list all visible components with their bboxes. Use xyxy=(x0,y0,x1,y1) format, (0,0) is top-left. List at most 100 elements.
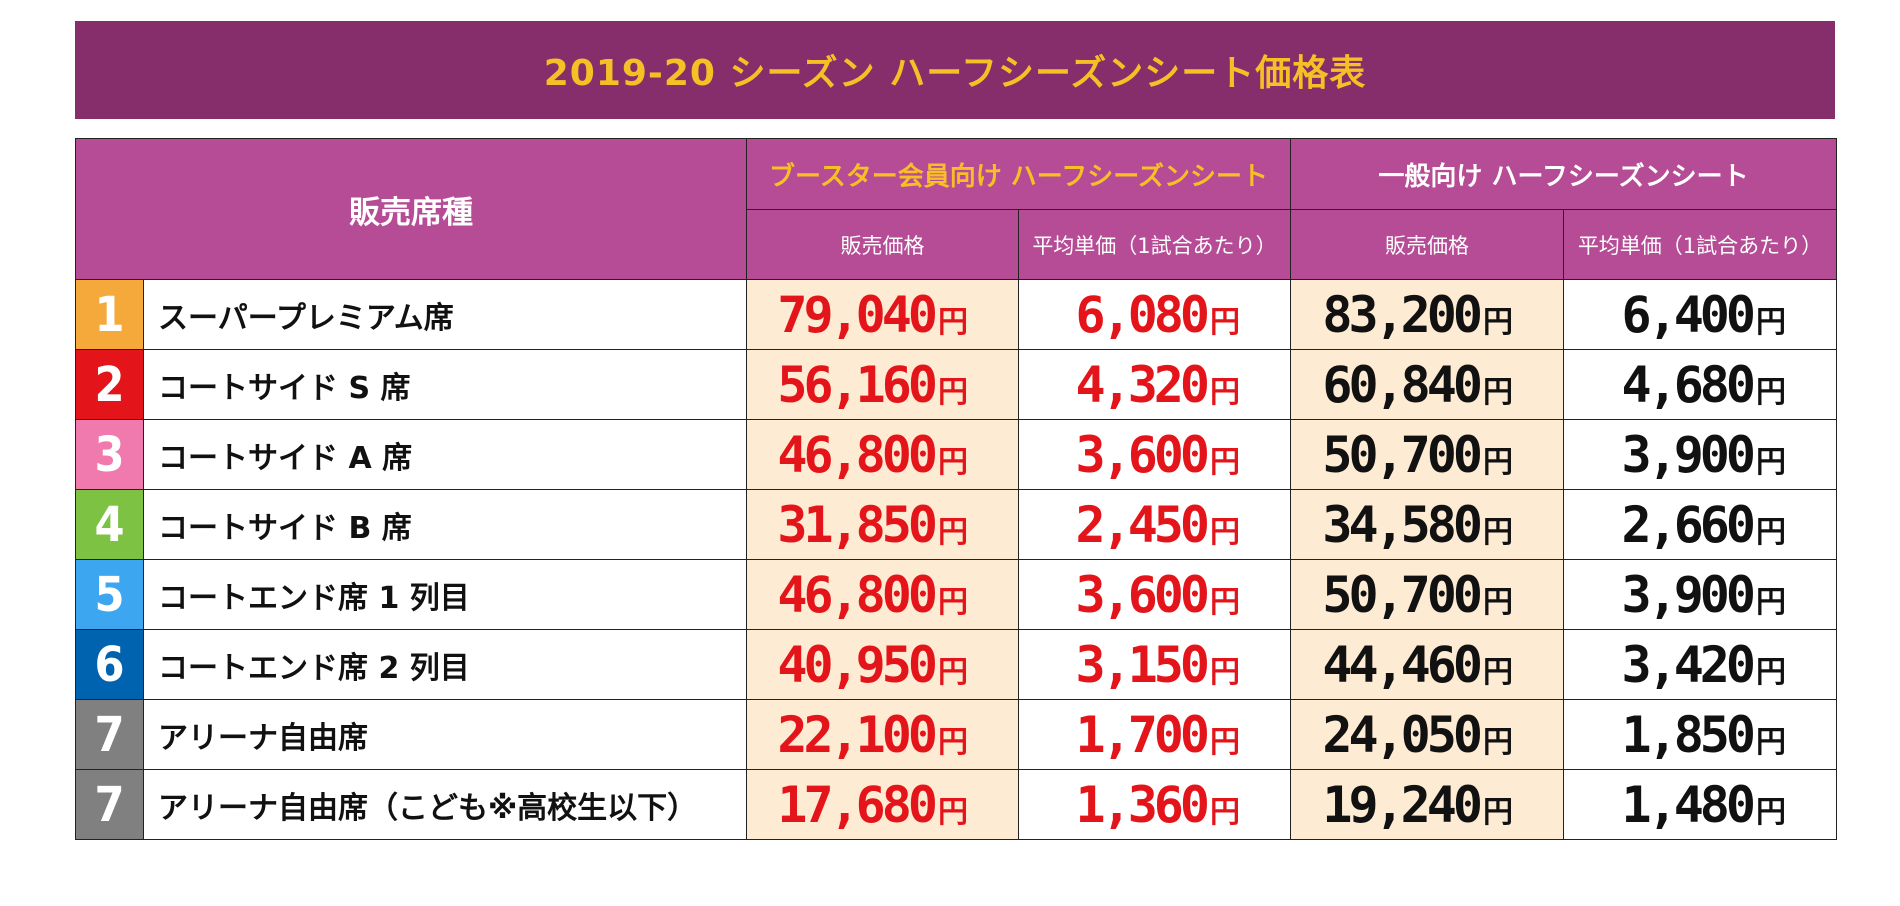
yen-unit: 円 xyxy=(1210,584,1240,620)
yen-unit: 円 xyxy=(1210,444,1240,480)
general-price-cell: 50,700 円 xyxy=(1290,419,1564,490)
header-booster-avg: 平均単価（1試合あたり） xyxy=(1018,209,1291,280)
general-price-cell: 83,200 円 xyxy=(1290,279,1564,350)
price-value: 4,320 xyxy=(1075,355,1210,414)
seat-name: コートサイド A 席 xyxy=(143,419,747,490)
yen-unit: 円 xyxy=(1756,444,1787,480)
price-value: 6,400 xyxy=(1621,285,1757,344)
price-value: 83,200 xyxy=(1322,285,1483,344)
table-row: 1 スーパープレミアム席 79,040 円 6,080 円 83,200 円 6,400 円 xyxy=(75,279,1838,350)
seat-name: コートエンド席 2 列目 xyxy=(143,629,747,700)
seat-number-badge: 2 xyxy=(75,349,144,420)
price-value: 40,950 xyxy=(777,635,938,694)
yen-unit: 円 xyxy=(1210,724,1240,760)
table-row: 6 コートエンド席 2 列目 40,950 円 3,150 円 44,460 円 3,420 円 xyxy=(75,629,1838,700)
price-value: 3,600 xyxy=(1075,565,1210,624)
general-avg-cell: 2,660 円 xyxy=(1562,489,1838,560)
booster-avg-cell: 3,150 円 xyxy=(1018,629,1291,700)
general-price-cell: 24,050 円 xyxy=(1290,699,1564,770)
header-booster-price: 販売価格 xyxy=(746,209,1019,280)
title-banner: 2019-20 シーズン ハーフシーズンシート価格表 xyxy=(75,21,1835,119)
yen-unit: 円 xyxy=(938,304,968,340)
general-price-cell: 34,580 円 xyxy=(1290,489,1564,560)
yen-unit: 円 xyxy=(1756,794,1787,830)
seat-number-badge: 1 xyxy=(75,279,144,350)
general-avg-cell: 3,420 円 xyxy=(1562,629,1838,700)
price-value: 1,850 xyxy=(1621,705,1757,764)
yen-unit: 円 xyxy=(1210,304,1240,340)
yen-unit: 円 xyxy=(938,794,968,830)
yen-unit: 円 xyxy=(1756,654,1787,690)
price-value: 1,700 xyxy=(1075,705,1210,764)
price-value: 1,360 xyxy=(1075,775,1210,834)
table-row: 7 アリーナ自由席 22,100 円 1,700 円 24,050 円 1,850 円 xyxy=(75,699,1838,770)
table-row: 3 コートサイド A 席 46,800 円 3,600 円 50,700 円 3,900 円 xyxy=(75,419,1838,490)
yen-unit: 円 xyxy=(938,584,968,620)
price-value: 2,450 xyxy=(1075,495,1210,554)
yen-unit: 円 xyxy=(938,444,968,480)
yen-unit: 円 xyxy=(1756,304,1787,340)
price-value: 3,900 xyxy=(1621,425,1757,484)
booster-price-cell: 22,100 円 xyxy=(746,699,1019,770)
booster-price-cell: 17,680 円 xyxy=(746,769,1019,840)
price-value: 34,580 xyxy=(1322,495,1483,554)
seat-name: コートサイド B 席 xyxy=(143,489,747,560)
header-general-group: 一般向け ハーフシーズンシート xyxy=(1289,138,1838,210)
table-row: 7 アリーナ自由席（こども※高校生以下） 17,680 円 1,360 円 19,240 円 1… xyxy=(75,769,1838,840)
yen-unit: 円 xyxy=(1483,374,1513,410)
booster-avg-cell: 1,360 円 xyxy=(1018,769,1291,840)
seat-name: コートエンド席 1 列目 xyxy=(143,559,747,630)
header-general-avg: 平均単価（1試合あたり） xyxy=(1562,209,1838,280)
seat-number-badge: 4 xyxy=(75,489,144,560)
header-seat-type: 販売席種 xyxy=(75,138,747,280)
seat-name: スーパープレミアム席 xyxy=(143,279,747,350)
booster-price-cell: 46,800 円 xyxy=(746,419,1019,490)
price-value: 1,480 xyxy=(1621,775,1757,834)
seat-number-badge: 7 xyxy=(75,769,144,840)
seat-name: アリーナ自由席（こども※高校生以下） xyxy=(143,769,747,840)
general-avg-cell: 3,900 円 xyxy=(1562,419,1838,490)
yen-unit: 円 xyxy=(1483,444,1513,480)
general-price-cell: 19,240 円 xyxy=(1290,769,1564,840)
seat-name: コートサイド S 席 xyxy=(143,349,747,420)
seat-number-badge: 6 xyxy=(75,629,144,700)
yen-unit: 円 xyxy=(938,374,968,410)
yen-unit: 円 xyxy=(1210,794,1240,830)
price-value: 44,460 xyxy=(1322,635,1483,694)
general-avg-cell: 3,900 円 xyxy=(1562,559,1838,630)
yen-unit: 円 xyxy=(1210,654,1240,690)
seat-number-badge: 3 xyxy=(75,419,144,490)
booster-avg-cell: 4,320 円 xyxy=(1018,349,1291,420)
price-value: 6,080 xyxy=(1075,285,1210,344)
yen-unit: 円 xyxy=(938,654,968,690)
yen-unit: 円 xyxy=(1483,794,1513,830)
price-value: 3,420 xyxy=(1621,635,1757,694)
price-value: 56,160 xyxy=(777,355,938,414)
yen-unit: 円 xyxy=(1483,724,1513,760)
general-price-cell: 60,840 円 xyxy=(1290,349,1564,420)
booster-avg-cell: 3,600 円 xyxy=(1018,419,1291,490)
booster-price-cell: 31,850 円 xyxy=(746,489,1019,560)
table-row: 5 コートエンド席 1 列目 46,800 円 3,600 円 50,700 円 3,900 円 xyxy=(75,559,1838,630)
seat-number-badge: 7 xyxy=(75,699,144,770)
general-avg-cell: 6,400 円 xyxy=(1562,279,1838,350)
price-value: 3,900 xyxy=(1621,565,1757,624)
booster-price-cell: 46,800 円 xyxy=(746,559,1019,630)
yen-unit: 円 xyxy=(1483,304,1513,340)
price-value: 46,800 xyxy=(777,425,938,484)
price-table: 販売席種 ブースター会員向け ハーフシーズンシート 一般向け ハーフシーズンシー… xyxy=(75,138,1838,840)
header-general-price: 販売価格 xyxy=(1290,209,1564,280)
yen-unit: 円 xyxy=(1210,374,1240,410)
yen-unit: 円 xyxy=(1483,584,1513,620)
price-value: 60,840 xyxy=(1322,355,1483,414)
yen-unit: 円 xyxy=(938,724,968,760)
table-row: 4 コートサイド B 席 31,850 円 2,450 円 34,580 円 2,660 円 xyxy=(75,489,1838,560)
price-value: 79,040 xyxy=(777,285,938,344)
seat-name: アリーナ自由席 xyxy=(143,699,747,770)
price-value: 50,700 xyxy=(1322,565,1483,624)
general-avg-cell: 1,480 円 xyxy=(1562,769,1838,840)
price-value: 3,600 xyxy=(1075,425,1210,484)
yen-unit: 円 xyxy=(1210,514,1240,550)
price-value: 3,150 xyxy=(1075,635,1210,694)
price-value: 46,800 xyxy=(777,565,938,624)
